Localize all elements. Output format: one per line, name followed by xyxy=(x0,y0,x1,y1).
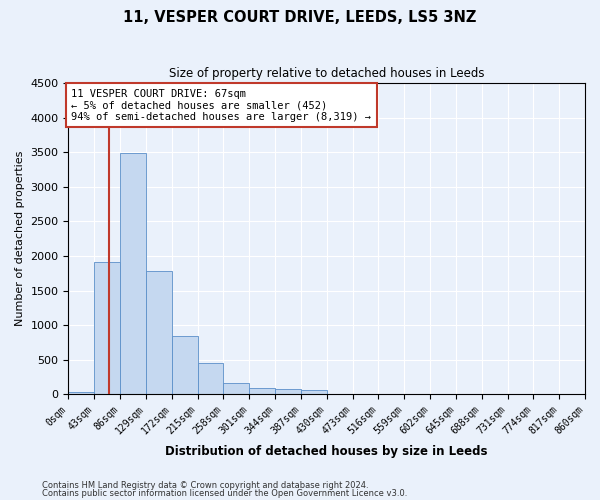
Bar xyxy=(275,389,301,394)
Bar xyxy=(197,364,223,394)
Y-axis label: Number of detached properties: Number of detached properties xyxy=(15,151,25,326)
Bar xyxy=(146,270,172,394)
X-axis label: Distribution of detached houses by size in Leeds: Distribution of detached houses by size … xyxy=(166,444,488,458)
Bar xyxy=(223,382,249,394)
Bar xyxy=(68,392,94,394)
Text: Contains public sector information licensed under the Open Government Licence v3: Contains public sector information licen… xyxy=(42,489,407,498)
Bar xyxy=(301,390,327,394)
Bar xyxy=(249,388,275,394)
Text: Contains HM Land Registry data © Crown copyright and database right 2024.: Contains HM Land Registry data © Crown c… xyxy=(42,480,368,490)
Bar xyxy=(94,262,120,394)
Bar xyxy=(120,153,146,394)
Bar xyxy=(172,336,197,394)
Title: Size of property relative to detached houses in Leeds: Size of property relative to detached ho… xyxy=(169,68,484,80)
Text: 11, VESPER COURT DRIVE, LEEDS, LS5 3NZ: 11, VESPER COURT DRIVE, LEEDS, LS5 3NZ xyxy=(124,10,476,25)
Text: 11 VESPER COURT DRIVE: 67sqm
← 5% of detached houses are smaller (452)
94% of se: 11 VESPER COURT DRIVE: 67sqm ← 5% of det… xyxy=(71,88,371,122)
